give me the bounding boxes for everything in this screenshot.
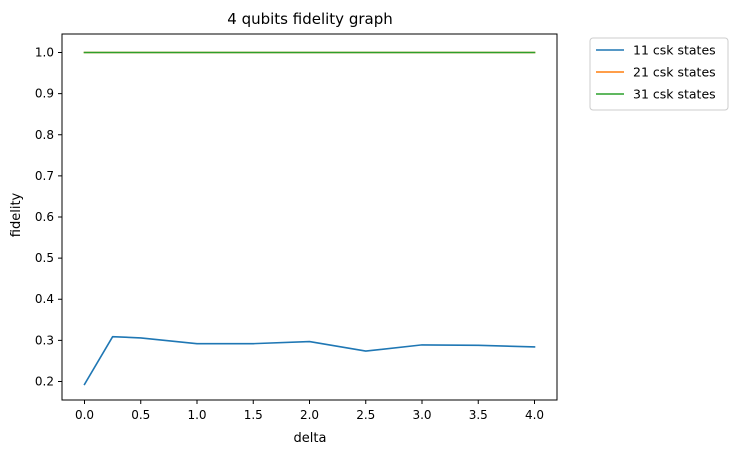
- y-tick-label: 0.4: [35, 292, 54, 306]
- x-tick-label: 4.0: [525, 408, 544, 422]
- legend: 11 csk states 21 csk states 31 csk states: [589, 37, 729, 111]
- y-tick-label: 1.0: [35, 46, 54, 60]
- y-tick-label: 0.2: [35, 374, 54, 388]
- series-line-1: [83, 335, 536, 386]
- y-tick-label: 0.6: [35, 210, 54, 224]
- x-tick-label: 2.5: [356, 408, 375, 422]
- x-tick-label: 1.5: [244, 408, 263, 422]
- y-tick-label: 0.3: [35, 333, 54, 347]
- legend-label-3: 31 csk states: [633, 87, 716, 102]
- x-axis: 0.0 0.5 1.0 1.5 2.0 2.5 3.0 3.5 4.0: [75, 400, 544, 422]
- chart-title: 4 qubits fidelity graph: [227, 10, 392, 28]
- y-tick-label: 0.5: [35, 251, 54, 265]
- legend-label-1: 11 csk states: [633, 43, 716, 58]
- legend-label-2: 21 csk states: [633, 65, 716, 80]
- y-tick-label: 0.7: [35, 169, 54, 183]
- y-axis: 0.2 0.3 0.4 0.5 0.6 0.7 0.8 0.9 1.0: [35, 46, 62, 388]
- axes-frame: [61, 33, 558, 401]
- x-tick-label: 2.0: [300, 408, 319, 422]
- legend-box: [589, 37, 729, 111]
- y-tick-label: 0.9: [35, 87, 54, 101]
- x-tick-label: 1.0: [187, 408, 206, 422]
- y-tick-label: 0.8: [35, 128, 54, 142]
- x-tick-label: 0.0: [75, 408, 94, 422]
- x-tick-label: 3.0: [412, 408, 431, 422]
- x-tick-label: 3.5: [469, 408, 488, 422]
- x-tick-label: 0.5: [131, 408, 150, 422]
- y-axis-label: fidelity: [9, 192, 24, 237]
- plot-area: [83, 51, 536, 386]
- x-axis-label: delta: [294, 431, 327, 446]
